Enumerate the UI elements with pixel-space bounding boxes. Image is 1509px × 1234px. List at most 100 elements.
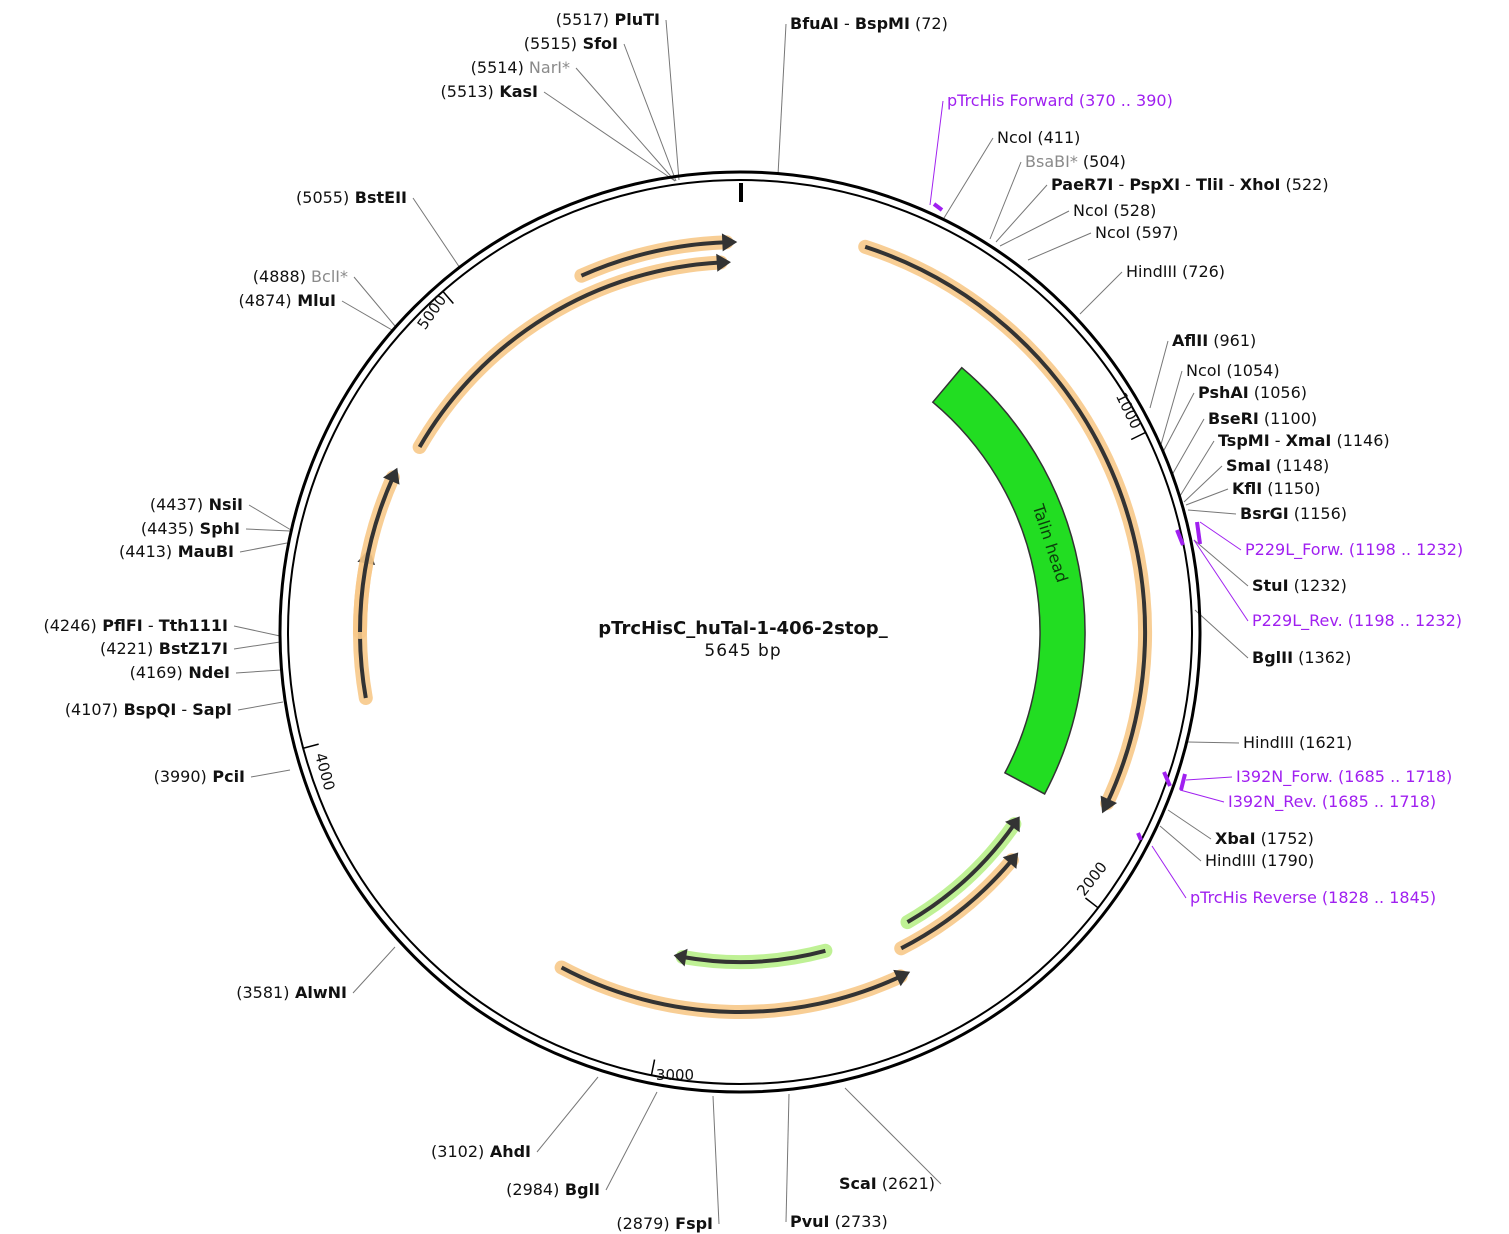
- site-label-part: (961): [1208, 331, 1256, 350]
- site-label-part: (1362): [1293, 648, 1351, 667]
- site-label-part: AhdI: [484, 1142, 531, 1161]
- site-label-part: (4437): [150, 495, 203, 514]
- site-label-part: NdeI: [183, 663, 230, 682]
- primer-mark-3: [1162, 771, 1172, 787]
- site-label-kfli: KflI (1150): [1232, 479, 1321, 498]
- site-label-part: SfoI: [577, 34, 618, 53]
- site-label-part: (5514): [471, 58, 524, 77]
- site-label-i392n-forw: I392N_Forw. (1685 .. 1718): [1236, 767, 1452, 787]
- site-label-part: (504): [1078, 152, 1126, 171]
- tick-label-1000: 1000: [1112, 390, 1145, 432]
- site-label-part: NcoI: [1095, 223, 1130, 242]
- site-label-part: (4221): [100, 639, 153, 658]
- site-label-part: -: [1224, 175, 1240, 194]
- site-label-ncoi-597: NcoI (597): [1095, 223, 1178, 242]
- leader-hindiii-1790: [1159, 825, 1202, 862]
- site-label-part: BglI: [559, 1180, 600, 1199]
- site-label-kasi: (5513) KasI: [441, 82, 538, 101]
- leader-p229l-rev: [1193, 539, 1249, 622]
- site-label-part: (4413): [119, 542, 172, 561]
- leader-i392n-rev: [1179, 789, 1225, 803]
- arrow-bottom-head: [893, 969, 911, 987]
- site-label-part: BspQI: [118, 700, 176, 719]
- site-label-part: P229L_Rev.: [1252, 611, 1343, 631]
- site-label-bstz17i: (4221) BstZ17I: [100, 639, 228, 658]
- leader-bsabi: [989, 161, 1022, 240]
- site-label-part: (1828 .. 1845): [1317, 888, 1436, 907]
- site-label-part: -: [143, 616, 159, 635]
- site-label-part: (1056): [1249, 383, 1307, 402]
- site-label-part: PaeR7I: [1051, 175, 1113, 194]
- leader-ncoi-597: [1027, 232, 1092, 261]
- leader-bcli: [353, 276, 396, 327]
- site-label-pflfi: (4246) PflFI - Tth111I: [43, 616, 228, 635]
- arrow-green-bottom-head: [673, 948, 688, 967]
- site-label-bglii: BglII (1362): [1252, 648, 1351, 667]
- arrow-bottom-right-head: [1002, 852, 1019, 869]
- site-label-part: (5055): [296, 188, 349, 207]
- site-label-part: (1198 .. 1232): [1343, 611, 1462, 630]
- site-label-bsabi: BsaBI* (504): [1025, 152, 1126, 171]
- arrow-left-mid-head: [382, 467, 400, 485]
- site-label-part: HindIII: [1126, 262, 1177, 281]
- leader-nari: [575, 67, 676, 182]
- arrow-green-right: [906, 822, 1017, 924]
- site-label-part: KflI: [1232, 479, 1262, 498]
- site-label-part: (2984): [506, 1180, 559, 1199]
- arrow-right-large-head: [1100, 795, 1118, 814]
- leader-bstz17i: [233, 641, 281, 650]
- site-label-part: HindIII: [1205, 851, 1256, 870]
- leader-pcii: [250, 769, 291, 778]
- site-label-part: (2621): [877, 1174, 935, 1193]
- site-label-part: ScaI: [839, 1174, 877, 1193]
- site-label-part: PflFI: [97, 616, 143, 635]
- site-label-bfuai: BfuAI - BspMI (72): [790, 14, 948, 33]
- site-label-part: BstEII: [349, 188, 407, 207]
- site-label-part: (4435): [141, 519, 194, 538]
- site-label-bcli: (4888) BclI*: [253, 267, 348, 286]
- leader-i392n-forw: [1185, 776, 1233, 781]
- leader-pluti: [665, 19, 680, 181]
- leader-sphi: [245, 528, 291, 532]
- leader-hindiii-726: [1079, 271, 1123, 315]
- site-label-ncoi-1054: NcoI (1054): [1186, 361, 1280, 380]
- site-label-part: I392N_Forw.: [1236, 767, 1333, 787]
- site-label-part: AlwNI: [289, 983, 347, 1002]
- site-label-part: PshAI: [1198, 383, 1249, 402]
- site-label-part: (1146): [1331, 431, 1389, 450]
- leader-xbai: [1167, 809, 1212, 840]
- leader-fspi: [712, 1095, 720, 1225]
- arrow-bottom-right-glow: [894, 853, 1019, 956]
- site-label-part: PluTI: [609, 10, 660, 29]
- leader-ncoi-411: [943, 137, 994, 219]
- site-label-part: (597): [1130, 223, 1178, 242]
- site-label-hindiii-1621: HindIII (1621): [1243, 733, 1352, 752]
- leader-ncoi-528: [999, 210, 1070, 247]
- leader-maubi: [239, 542, 288, 553]
- site-label-part: HindIII: [1243, 733, 1294, 752]
- leader-pflfi: [233, 625, 281, 637]
- leader-pvui: [785, 1093, 790, 1223]
- site-label-part: SphI: [194, 519, 240, 538]
- leader-ncoi-1054: [1159, 370, 1183, 449]
- leader-ahdi: [536, 1076, 599, 1153]
- leader-bfuai: [777, 23, 787, 176]
- primer-marks: [932, 202, 1202, 841]
- site-label-part: (1198 .. 1232): [1344, 540, 1463, 559]
- site-label-part: BsrGI: [1240, 504, 1289, 523]
- plasmid-name: pTrcHisC_huTal-1-406-2stop_: [598, 618, 887, 639]
- site-label-mlui: (4874) MluI: [238, 291, 336, 310]
- site-label-part: pTrcHis Reverse: [1190, 888, 1317, 907]
- site-label-part: BspMI: [855, 14, 910, 33]
- arrow-top-long-head: [716, 253, 731, 272]
- leader-beri: [1171, 418, 1205, 476]
- site-label-part: TliI: [1196, 175, 1224, 194]
- site-label-bgli: (2984) BglI: [506, 1180, 600, 1199]
- site-label-part: (411): [1032, 128, 1080, 147]
- site-label-part: BfuAI: [790, 14, 839, 33]
- leader-bspqi: [237, 701, 284, 711]
- site-label-part: (3990): [154, 767, 207, 786]
- plasmid-size: 5645 bp: [704, 641, 781, 661]
- leader-sfoi: [623, 43, 677, 182]
- tick-mark-3000: [650, 1059, 656, 1076]
